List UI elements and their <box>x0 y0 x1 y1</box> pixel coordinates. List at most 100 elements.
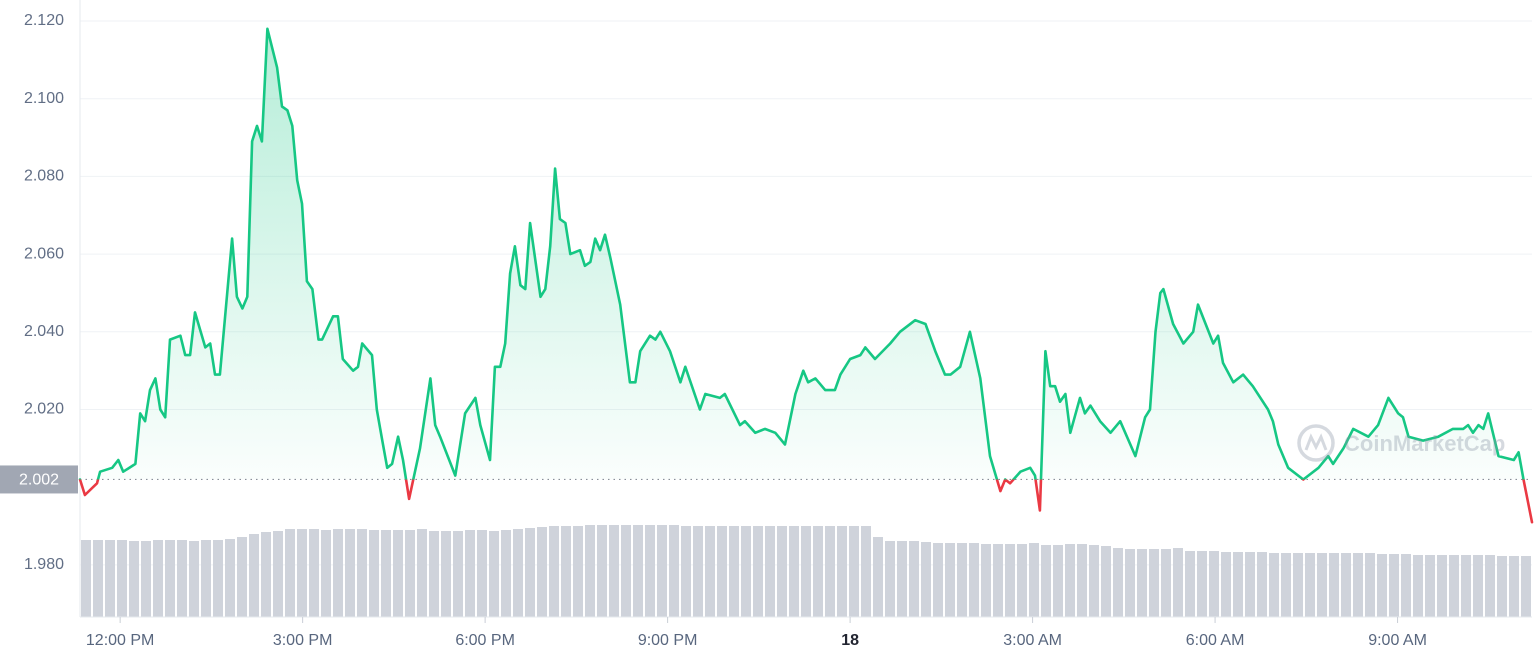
volume-bar <box>645 525 655 617</box>
volume-bar <box>525 528 535 617</box>
volume-bar <box>1029 543 1039 617</box>
volume-bar <box>417 529 427 617</box>
volume-bar <box>633 525 643 617</box>
volume-bar <box>213 540 223 617</box>
volume-bar <box>1437 555 1447 617</box>
volume-bar <box>357 529 367 617</box>
watermark-logo <box>1297 424 1335 462</box>
volume-bar <box>1197 551 1207 617</box>
volume-bar <box>1509 556 1519 617</box>
volume-bar <box>1185 551 1195 617</box>
volume-bar <box>237 537 247 617</box>
volume-bar <box>1005 544 1015 617</box>
volume-bar <box>441 531 451 617</box>
volume-bar <box>309 529 319 617</box>
volume-bar <box>333 529 343 617</box>
volume-bar <box>1173 548 1183 617</box>
volume-bar <box>153 540 163 617</box>
volume-bar <box>609 525 619 617</box>
volume-bar <box>909 541 919 617</box>
volume-bar <box>669 525 679 617</box>
volume-bar <box>405 530 415 617</box>
x-tick-label: 9:00 AM <box>1368 632 1427 649</box>
volume-bar <box>801 526 811 617</box>
volume-bar <box>393 530 403 617</box>
volume-bar <box>873 537 883 617</box>
volume-bar <box>849 526 859 617</box>
x-tick-label: 6:00 AM <box>1186 632 1245 649</box>
volume-bar <box>729 526 739 617</box>
volume-bar <box>597 525 607 617</box>
volume-bar <box>381 530 391 617</box>
volume-bar <box>1017 544 1027 617</box>
volume-bar <box>1113 548 1123 617</box>
volume-bar <box>621 525 631 617</box>
volume-bar <box>177 540 187 617</box>
y-tick-label: 2.040 <box>24 323 64 340</box>
volume-bar <box>897 541 907 617</box>
volume-bar <box>1257 552 1267 617</box>
volume-bar <box>1161 549 1171 617</box>
volume-bar <box>273 531 283 617</box>
axes: 2.120 2.100 2.080 2.060 2.040 2.020 1.980 12:00… <box>24 12 1427 649</box>
volume-bar <box>513 529 523 617</box>
volume-bar <box>501 530 511 617</box>
volume-bar <box>129 541 139 617</box>
x-tick-label: 3:00 AM <box>1003 632 1062 649</box>
volume-bar <box>1245 552 1255 617</box>
x-tick-label: 18 <box>841 632 859 649</box>
volume-bar <box>1269 553 1279 617</box>
volume-bar <box>765 526 775 617</box>
volume-bar <box>1377 554 1387 617</box>
volume-bar <box>369 530 379 617</box>
volume-bar <box>957 543 967 617</box>
y-tick-label: 2.060 <box>24 245 64 262</box>
volume-bar <box>945 543 955 617</box>
volume-bar <box>837 526 847 617</box>
volume-bar <box>693 526 703 617</box>
volume-bar <box>1293 553 1303 617</box>
volume-bar <box>165 540 175 617</box>
volume-bar <box>537 527 547 617</box>
y-tick-label: 2.080 <box>24 168 64 185</box>
volume-bar <box>993 544 1003 617</box>
volume-bar <box>1209 551 1219 617</box>
volume-bar <box>1125 549 1135 617</box>
volume-bar <box>813 526 823 617</box>
reference-label-box <box>0 465 78 494</box>
x-tick-label: 6:00 PM <box>455 632 515 649</box>
volume-bar <box>1473 555 1483 617</box>
x-tick-label: 12:00 PM <box>86 632 154 649</box>
volume-bar <box>753 526 763 617</box>
volume-bar <box>105 540 115 617</box>
volume-bar <box>297 529 307 617</box>
volume-bar <box>789 526 799 617</box>
volume-bar <box>657 525 667 617</box>
volume-bar <box>1233 552 1243 617</box>
volume-bar <box>1221 552 1231 617</box>
watermark-logo-mark <box>1304 433 1328 451</box>
x-tick-label: 9:00 PM <box>638 632 698 649</box>
volume-bar <box>1329 553 1339 617</box>
volume-bar <box>885 541 895 617</box>
volume-bar <box>1341 553 1351 617</box>
volume-bar <box>1065 544 1075 617</box>
volume-bar <box>1401 554 1411 617</box>
volume-bar <box>321 530 331 617</box>
y-tick-label: 2.020 <box>24 401 64 418</box>
y-tick-label: 1.980 <box>24 556 64 573</box>
volume-bar <box>561 526 571 617</box>
volume-bar <box>549 526 559 617</box>
watermark-text: CoinMarketCap <box>1344 431 1505 456</box>
volume-bar <box>1281 553 1291 617</box>
volume-bar <box>141 541 151 617</box>
volume-bar <box>345 529 355 617</box>
volume-bar <box>1137 549 1147 617</box>
volume-bar <box>825 526 835 617</box>
volume-bar <box>777 526 787 617</box>
volume-bar <box>705 526 715 617</box>
volume-bar <box>453 531 463 617</box>
volume-bar <box>1365 553 1375 617</box>
volume-bar <box>573 526 583 617</box>
volume-bar <box>1425 555 1435 617</box>
